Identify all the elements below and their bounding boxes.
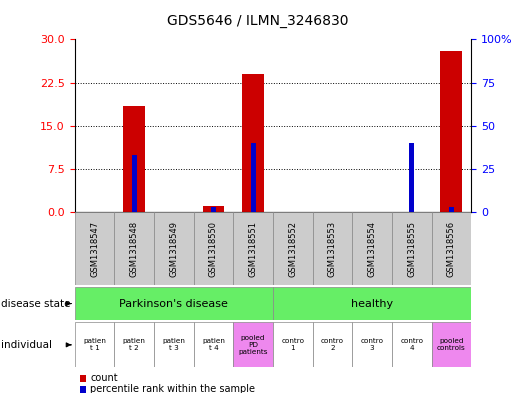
- Bar: [432, 322, 471, 367]
- Bar: [132, 155, 136, 212]
- Bar: [440, 51, 462, 212]
- Bar: [194, 322, 233, 367]
- Bar: [194, 212, 233, 285]
- Text: patien
t 2: patien t 2: [123, 338, 146, 351]
- Bar: [211, 207, 216, 212]
- Bar: [154, 212, 194, 285]
- Bar: [233, 212, 273, 285]
- Bar: [392, 212, 432, 285]
- Bar: [75, 322, 114, 367]
- Text: GSM1318552: GSM1318552: [288, 220, 297, 277]
- Text: GSM1318548: GSM1318548: [130, 220, 139, 277]
- Text: GSM1318549: GSM1318549: [169, 220, 178, 277]
- Text: contro
4: contro 4: [400, 338, 423, 351]
- Bar: [313, 322, 352, 367]
- Bar: [251, 143, 255, 212]
- Bar: [352, 322, 392, 367]
- Bar: [273, 212, 313, 285]
- Text: percentile rank within the sample: percentile rank within the sample: [91, 384, 255, 393]
- Bar: [75, 287, 273, 320]
- Bar: [449, 207, 454, 212]
- Text: GSM1318547: GSM1318547: [90, 220, 99, 277]
- Bar: [242, 74, 264, 212]
- Text: pooled
controls: pooled controls: [437, 338, 466, 351]
- Text: GSM1318553: GSM1318553: [328, 220, 337, 277]
- Text: pooled
PD
patients: pooled PD patients: [238, 335, 268, 355]
- Bar: [273, 322, 313, 367]
- Bar: [352, 212, 392, 285]
- Bar: [392, 322, 432, 367]
- Text: GSM1318550: GSM1318550: [209, 220, 218, 277]
- Bar: [123, 106, 145, 212]
- Text: contro
2: contro 2: [321, 338, 344, 351]
- Text: individual: individual: [1, 340, 52, 350]
- Bar: [432, 212, 471, 285]
- Bar: [202, 206, 225, 212]
- Text: patien
t 1: patien t 1: [83, 338, 106, 351]
- Text: GSM1318556: GSM1318556: [447, 220, 456, 277]
- Text: GSM1318551: GSM1318551: [249, 220, 258, 277]
- Text: contro
3: contro 3: [360, 338, 384, 351]
- Text: Parkinson's disease: Parkinson's disease: [119, 299, 228, 309]
- Text: count: count: [91, 373, 118, 383]
- Text: GSM1318555: GSM1318555: [407, 220, 416, 277]
- Bar: [154, 322, 194, 367]
- Text: patien
t 3: patien t 3: [162, 338, 185, 351]
- Bar: [114, 322, 154, 367]
- Bar: [233, 322, 273, 367]
- Text: patien
t 4: patien t 4: [202, 338, 225, 351]
- Text: GDS5646 / ILMN_3246830: GDS5646 / ILMN_3246830: [167, 14, 348, 28]
- Bar: [75, 212, 114, 285]
- Text: disease state: disease state: [1, 299, 71, 309]
- Bar: [114, 212, 154, 285]
- Text: GSM1318554: GSM1318554: [368, 220, 376, 277]
- Text: healthy: healthy: [351, 299, 393, 309]
- Text: contro
1: contro 1: [281, 338, 304, 351]
- Bar: [313, 212, 352, 285]
- Bar: [409, 143, 414, 212]
- Bar: [273, 287, 471, 320]
